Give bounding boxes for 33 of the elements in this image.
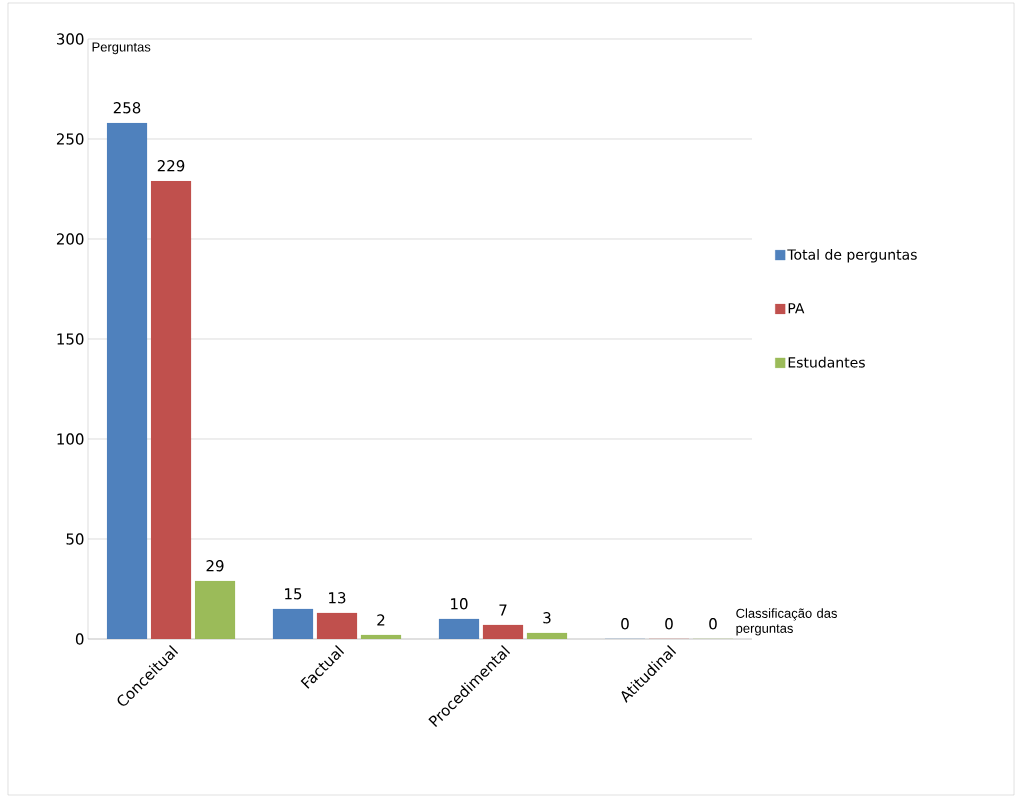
- bar: [272, 608, 314, 639]
- bar: [316, 612, 358, 639]
- bar: [360, 634, 402, 639]
- data-label: 2: [377, 614, 385, 626]
- bar: [482, 624, 524, 639]
- data-label: 29: [206, 560, 224, 572]
- x-axis-title: Classificação das perguntas: [736, 608, 838, 636]
- data-label: 3: [543, 612, 551, 624]
- data-label: 0: [665, 618, 673, 630]
- data-label: 0: [621, 618, 629, 630]
- legend-label: Estudantes: [788, 356, 865, 368]
- y-tick-label: 200: [56, 233, 84, 245]
- y-axis-title: Perguntas: [92, 42, 151, 55]
- y-tick-label: 100: [57, 433, 84, 445]
- data-label: 229: [157, 160, 185, 172]
- data-label: 7: [499, 604, 507, 616]
- bar: [438, 618, 480, 639]
- bar: [150, 180, 192, 639]
- data-label: 13: [329, 592, 346, 604]
- data-label: 10: [451, 598, 468, 610]
- legend-label: PA: [788, 303, 805, 314]
- y-tick-label: 250: [56, 133, 84, 145]
- y-tick-label: 50: [66, 533, 84, 545]
- bar: [194, 580, 236, 639]
- legend-label: Total de perguntas: [787, 249, 917, 263]
- y-tick-label: 300: [56, 33, 84, 45]
- bar: [526, 632, 568, 639]
- data-label: 258: [113, 102, 141, 114]
- bar: [106, 122, 148, 639]
- data-label: 0: [709, 618, 717, 630]
- data-label: 15: [285, 588, 302, 600]
- y-tick-label: 150: [57, 333, 84, 345]
- y-tick-label: 0: [75, 633, 84, 645]
